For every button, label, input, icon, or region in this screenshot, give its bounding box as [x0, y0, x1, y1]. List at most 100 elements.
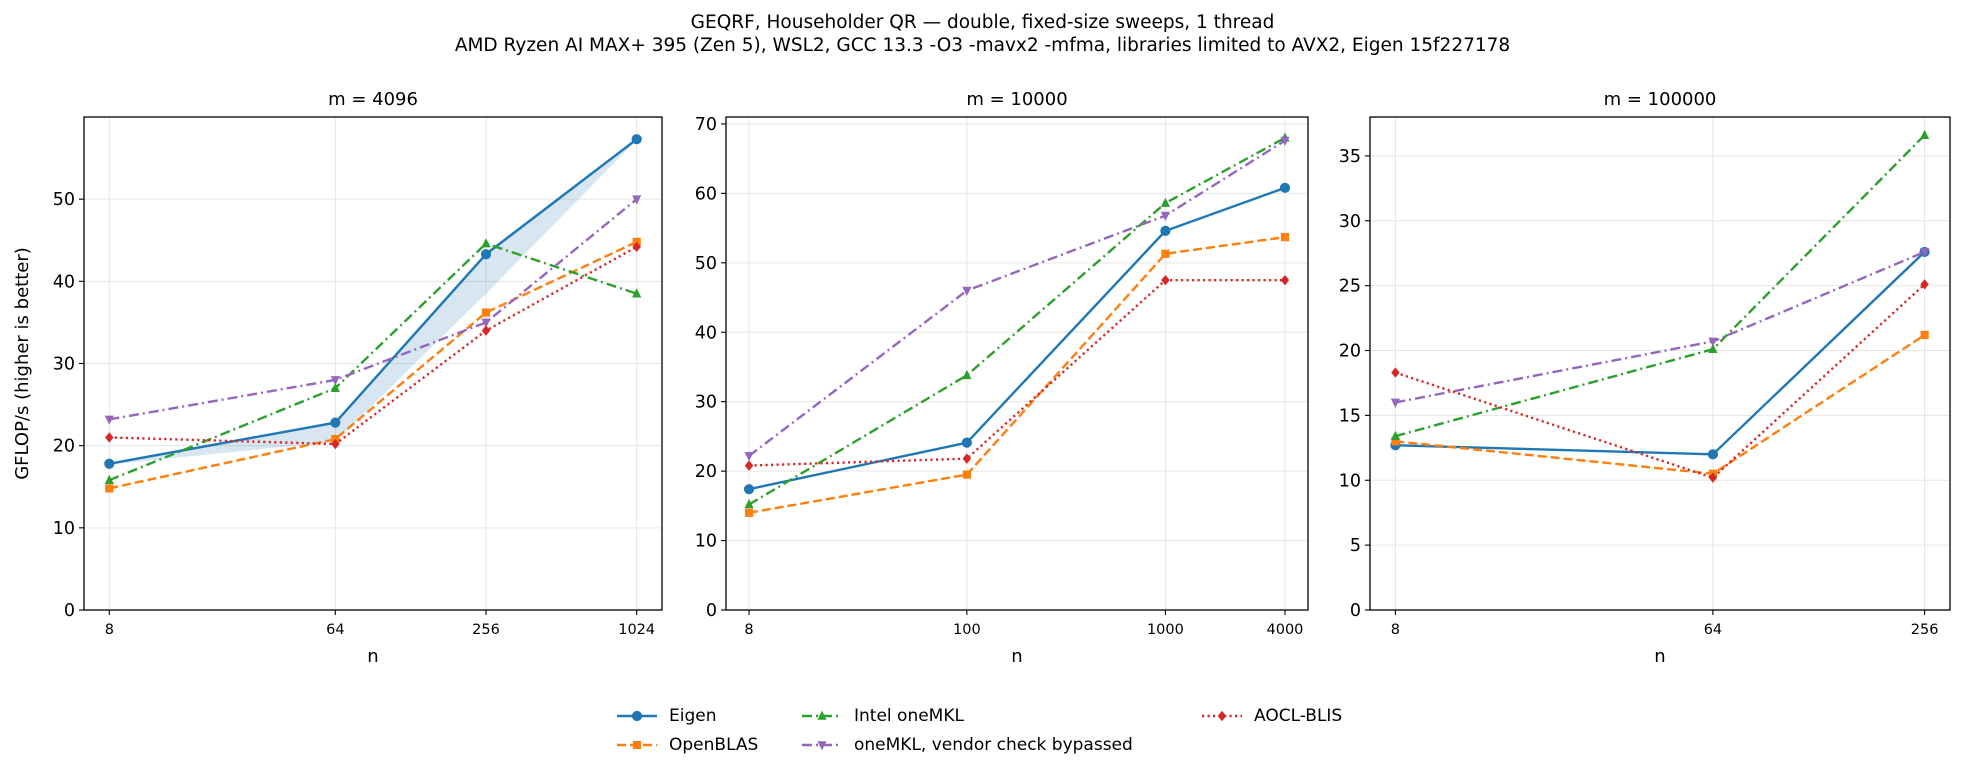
- y-tick-label: 40: [53, 272, 75, 292]
- plot-frame: [1369, 116, 1951, 611]
- legend-swatch-aocl-blis: [1202, 710, 1242, 722]
- data-point-aocl-blis: [744, 460, 754, 471]
- x-tick-label: 8: [744, 622, 753, 638]
- data-point-openblas: [1161, 249, 1170, 258]
- panel-title: m = 10000: [966, 89, 1067, 110]
- data-point-onemkl-vendor-check-bypassed: [1708, 337, 1718, 347]
- y-tick-label: 70: [695, 115, 717, 135]
- legend-marker: [631, 710, 643, 722]
- panel-title: m = 4096: [328, 89, 418, 110]
- y-tick-label: 20: [695, 462, 717, 482]
- data-point-onemkl-vendor-check-bypassed: [330, 376, 340, 386]
- x-axis-label: n: [1011, 646, 1022, 667]
- legend-marker: [817, 710, 827, 720]
- data-point-onemkl-vendor-check-bypassed: [1160, 211, 1171, 221]
- data-point-intel-onemkl: [632, 288, 642, 298]
- eigen-variance-band: [109, 138, 637, 465]
- legend-marker: [1217, 710, 1227, 722]
- x-tick-label: 4000: [1267, 622, 1304, 638]
- data-point-intel-onemkl: [481, 238, 491, 248]
- data-point-openblas: [962, 470, 971, 479]
- series-intel-onemkl: [1390, 129, 1930, 440]
- x-tick-label: 64: [326, 622, 344, 638]
- data-point-aocl-blis: [1280, 274, 1290, 286]
- legend-marker: [632, 740, 642, 750]
- data-point-eigen: [743, 484, 755, 495]
- y-tick-label: 0: [64, 601, 75, 621]
- data-point-eigen: [1707, 449, 1719, 460]
- data-point-aocl-blis: [1161, 274, 1170, 286]
- series-line-openblas: [109, 240, 638, 490]
- data-point-aocl-blis: [1920, 279, 1929, 290]
- series-onemkl-vendor-check-bypassed: [744, 136, 1290, 462]
- x-tick-label: 1024: [618, 622, 655, 638]
- data-point-onemkl-vendor-check-bypassed: [744, 452, 754, 462]
- data-point-onemkl-vendor-check-bypassed: [1919, 248, 1930, 258]
- y-tick-label: 20: [1339, 342, 1361, 362]
- y-tick-label: 20: [53, 437, 75, 457]
- data-point-intel-onemkl: [1390, 430, 1401, 440]
- data-point-eigen: [1160, 225, 1171, 236]
- legend-marker: [817, 741, 827, 751]
- series-line-eigen: [748, 186, 1286, 491]
- data-point-openblas: [744, 508, 754, 517]
- data-point-openblas: [1280, 233, 1290, 242]
- data-point-onemkl-vendor-check-bypassed: [962, 286, 972, 296]
- data-point-eigen: [631, 134, 642, 145]
- x-tick-label: 100: [953, 622, 981, 638]
- data-point-aocl-blis: [105, 432, 114, 443]
- series-line-aocl-blis: [749, 278, 1285, 467]
- data-point-eigen: [1279, 182, 1291, 193]
- x-tick-label: 8: [105, 622, 114, 638]
- y-tick-label: 10: [1339, 471, 1361, 491]
- data-point-aocl-blis: [1708, 472, 1718, 483]
- data-point-openblas: [481, 308, 491, 317]
- legend-label-intel-onemkl: Intel oneMKL: [854, 706, 964, 726]
- data-point-eigen: [104, 458, 115, 469]
- data-point-aocl-blis: [632, 241, 641, 253]
- series-aocl-blis: [1391, 279, 1929, 483]
- series-aocl-blis: [105, 241, 641, 450]
- series-line-eigen: [1395, 251, 1926, 456]
- data-point-aocl-blis: [481, 325, 491, 336]
- legend-item-aocl-blis: AOCL-BLIS: [1200, 704, 1342, 728]
- legend-swatch-eigen: [617, 710, 657, 722]
- legend-item-openblas: OpenBLAS: [615, 733, 758, 757]
- chart-panel-1: 0 10 20 30 40 50 8 64 256 1024 m = 4096 n GFLOP/s (h…: [12, 89, 663, 667]
- legend-label-eigen: Eigen: [669, 706, 717, 726]
- data-point-intel-onemkl: [962, 369, 972, 380]
- data-point-openblas: [1920, 330, 1929, 340]
- series-line-onemkl-vendor-check-bypassed: [748, 139, 1286, 457]
- y-tick-label: 0: [706, 601, 717, 621]
- series-line-onemkl-vendor-check-bypassed: [109, 198, 638, 421]
- data-point-eigen: [961, 437, 972, 448]
- data-point-onemkl-vendor-check-bypassed: [632, 195, 642, 205]
- y-tick-label: 40: [695, 323, 717, 343]
- series-line-eigen: [109, 138, 638, 465]
- legend-swatch-openblas: [617, 740, 657, 750]
- chart-legend: Eigen OpenBLAS Intel oneMKL oneMKL, vend…: [600, 700, 1400, 762]
- x-tick-label: 8: [1391, 622, 1400, 638]
- y-tick-label: 10: [53, 519, 75, 539]
- panel-title: m = 100000: [1604, 89, 1717, 110]
- legend-label-openblas: OpenBLAS: [669, 735, 759, 755]
- y-tick-label: 60: [695, 184, 717, 204]
- data-point-openblas: [1391, 437, 1400, 446]
- y-tick-label: 30: [53, 355, 75, 375]
- y-tick-label: 30: [1339, 212, 1361, 232]
- legend-label-onemkl-bypassed: oneMKL, vendor check bypassed: [854, 735, 1133, 755]
- data-point-openblas: [105, 484, 114, 493]
- y-tick-label: 10: [695, 532, 717, 552]
- y-axis-label: GFLOP/s (higher is better): [12, 247, 33, 480]
- legend-item-intel-onemkl: Intel oneMKL: [800, 704, 964, 728]
- y-tick-label: 50: [53, 190, 75, 210]
- x-tick-label: 1000: [1147, 622, 1184, 638]
- series-onemkl-vendor-check-bypassed: [104, 195, 642, 425]
- series-intel-onemkl: [104, 238, 642, 484]
- series-line-aocl-blis: [1395, 283, 1926, 479]
- y-tick-label: 30: [695, 393, 717, 413]
- legend-swatch-intel-onemkl: [802, 710, 842, 720]
- chart-suptitle-line-1: GEQRF, Householder QR — double, fixed-si…: [690, 12, 1275, 33]
- legend-item-eigen: Eigen: [615, 704, 717, 728]
- plot-frame: [725, 116, 1309, 611]
